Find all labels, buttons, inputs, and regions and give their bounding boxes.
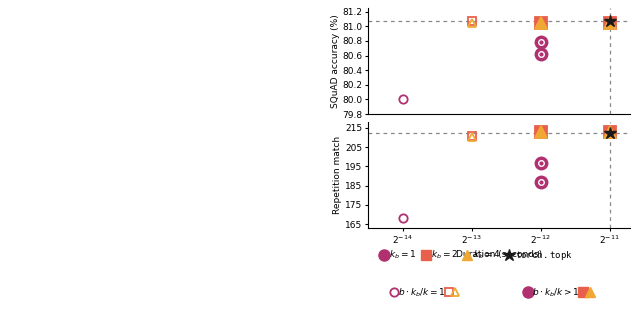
Legend: $b \cdot k_b/k > 1$, , : $b \cdot k_b/k > 1$, , — [527, 286, 593, 299]
Legend: $b \cdot k_b/k = 1$, , : $b \cdot k_b/k = 1$, , — [392, 286, 459, 299]
Y-axis label: SQuAD accuracy (%): SQuAD accuracy (%) — [330, 14, 340, 108]
Legend: $k_b = 1$, $k_b = 2$, $k_b = 4$, $\mathtt{torch.topk}$: $k_b = 1$, $k_b = 2$, $k_b = 4$, $\matht… — [381, 249, 573, 262]
X-axis label: Duration (seconds): Duration (seconds) — [456, 250, 542, 259]
Y-axis label: Repetition match: Repetition match — [333, 136, 342, 214]
